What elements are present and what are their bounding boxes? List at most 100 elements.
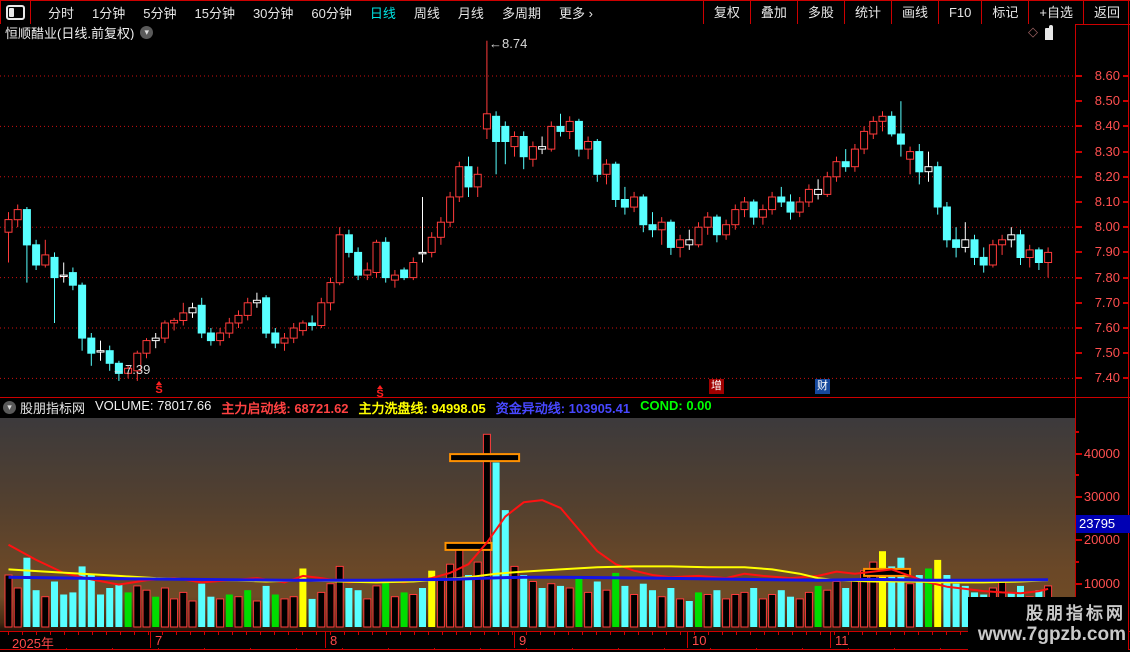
- date-tick: [666, 632, 667, 635]
- date-tick: [540, 632, 541, 635]
- date-tick: [36, 632, 37, 635]
- price-axis-tick: [1076, 175, 1082, 178]
- date-label: 8: [330, 633, 338, 648]
- menu-多股[interactable]: 多股: [796, 1, 844, 24]
- period-tab-日线[interactable]: 日线: [369, 6, 396, 21]
- price-chart[interactable]: [0, 40, 1075, 397]
- period-tab-分时[interactable]: 分时: [48, 6, 75, 21]
- menu-叠加[interactable]: 叠加: [749, 1, 797, 24]
- candlestick-canvas[interactable]: [0, 40, 1075, 397]
- price-axis-label: 7.70: [1094, 294, 1120, 310]
- volume-axis-minortick: [1076, 474, 1079, 477]
- date-tick: [596, 632, 597, 635]
- up-arrow-icon: [156, 381, 162, 385]
- bottom-tick: [802, 648, 803, 650]
- date-tick: [610, 632, 611, 635]
- volume-axis-minortick: [1076, 431, 1079, 434]
- menu-返回[interactable]: 返回: [1082, 1, 1130, 24]
- price-axis-tick: [1076, 125, 1082, 128]
- date-tick: [330, 632, 331, 635]
- panel-layout-icon[interactable]: [1045, 25, 1053, 46]
- period-tab-月线[interactable]: 月线: [457, 6, 484, 21]
- indicator-collapse-icon[interactable]: ▾: [3, 401, 16, 414]
- bottom-tick: [710, 648, 711, 650]
- date-tick: [386, 632, 387, 635]
- indicator-value: 资金异动线: 103905.41: [495, 401, 631, 416]
- date-tick: [204, 632, 205, 635]
- volume-axis-label: 20000: [1083, 532, 1120, 548]
- bottom-tick: [296, 648, 297, 650]
- bottom-tick: [250, 648, 251, 650]
- date-tick: [736, 632, 737, 635]
- date-tick: [134, 632, 135, 635]
- date-tick: [106, 632, 107, 635]
- indicator-value: 主力洗盘线: 94998.05: [358, 401, 486, 416]
- price-axis-label: 7.80: [1094, 269, 1120, 285]
- stock-title: 恒顺醋业(日线.前复权): [5, 25, 135, 41]
- date-tick: [498, 632, 499, 635]
- watermark-url: www.7gpzb.com: [977, 624, 1126, 645]
- date-tick: [904, 632, 905, 635]
- diamond-icon[interactable]: ◇: [1028, 24, 1038, 39]
- price-axis-label: 8.40: [1094, 118, 1120, 134]
- volume-axis-tick: [1076, 496, 1082, 499]
- date-tick: [176, 632, 177, 635]
- volume-axis-tick: [1076, 582, 1082, 585]
- period-tab-5分钟[interactable]: 5分钟: [143, 6, 177, 21]
- date-tick: [806, 632, 807, 635]
- menu-画线[interactable]: 画线: [890, 1, 938, 24]
- period-tab-周线[interactable]: 周线: [413, 6, 440, 21]
- top-toolbar: 分时 1分钟 5分钟 15分钟 30分钟 60分钟 日线 周线 月线 多周期 更多 › 复权 叠加 多股…: [0, 0, 1130, 25]
- date-tick: [232, 632, 233, 635]
- menu-统计[interactable]: 统计: [843, 1, 891, 24]
- price-axis-label: 8.20: [1094, 168, 1120, 184]
- volume-panel[interactable]: [0, 418, 1075, 631]
- price-axis-tick: [1123, 125, 1128, 128]
- volume-axis-minortick: [1076, 539, 1079, 542]
- date-tick: [820, 632, 821, 635]
- menu-+自选[interactable]: +自选: [1028, 1, 1083, 24]
- price-axis-tick: [1123, 201, 1128, 203]
- date-tick: [64, 632, 65, 635]
- date-tick: [890, 632, 891, 635]
- signal-label: S: [376, 388, 384, 400]
- price-axis-tick: [1076, 352, 1082, 355]
- period-tab-多周期[interactable]: 多周期: [501, 6, 541, 21]
- period-tab-60分钟[interactable]: 60分钟: [311, 6, 352, 21]
- layout-toggle-button[interactable]: [0, 1, 31, 24]
- event-marker-财[interactable]: 财: [815, 379, 830, 394]
- title-bar: 恒顺醋业(日线.前复权) ▾: [0, 24, 1075, 41]
- bottom-tick: [112, 648, 113, 650]
- price-axis-label: 7.40: [1094, 370, 1120, 386]
- date-tick: [414, 632, 415, 635]
- chevron-down-icon[interactable]: ▾: [140, 25, 154, 39]
- period-tab-更多 ›[interactable]: 更多 ›: [558, 6, 593, 21]
- date-tick: [442, 632, 443, 635]
- indicator-source-label: 股朋指标网: [20, 401, 86, 416]
- price-axis-tick: [1076, 75, 1082, 77]
- signal-marker: S: [374, 385, 386, 400]
- event-marker-增[interactable]: 增: [709, 379, 724, 394]
- price-axis-tick: [1076, 301, 1082, 304]
- menu-标记[interactable]: 标记: [981, 1, 1028, 24]
- month-separator: [687, 632, 688, 648]
- date-tick: [358, 632, 359, 635]
- menu-复权[interactable]: 复权: [702, 1, 750, 24]
- period-tab-15分钟[interactable]: 15分钟: [194, 6, 235, 21]
- bottom-tick: [158, 648, 159, 650]
- price-extreme-label: ←8.74: [489, 36, 528, 51]
- price-axis-tick: [1123, 377, 1128, 380]
- price-axis-label: 8.00: [1094, 219, 1120, 235]
- up-arrow-icon: [377, 385, 383, 389]
- price-axis-tick: [1076, 226, 1082, 229]
- period-tab-30分钟[interactable]: 30分钟: [252, 6, 294, 21]
- date-label: 7: [155, 633, 163, 648]
- month-separator: [830, 632, 831, 648]
- price-axis-tick: [1123, 75, 1128, 77]
- volume-canvas[interactable]: [0, 418, 1075, 631]
- period-tab-1分钟[interactable]: 1分钟: [92, 6, 126, 21]
- date-tick: [288, 632, 289, 635]
- bottom-tick: [434, 648, 435, 650]
- date-tick: [526, 632, 527, 635]
- menu-F10[interactable]: F10: [937, 1, 981, 24]
